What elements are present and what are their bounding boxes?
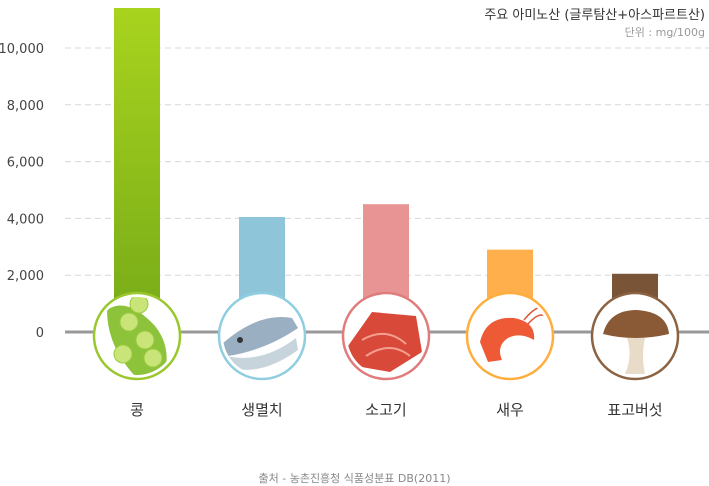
y-tick-label: 10,000	[0, 42, 44, 57]
y-tick-label: 8,000	[7, 99, 44, 114]
chart-title: 주요 아미노산 (글루탐산+아스파르트산)	[484, 8, 705, 23]
anchovy-fish-icon	[217, 291, 307, 381]
y-tick-label: 4,000	[7, 212, 44, 227]
x-tick-label: 생멸치	[241, 401, 282, 419]
x-tick-label: 새우	[496, 401, 524, 419]
x-tick-label: 소고기	[365, 401, 406, 419]
shrimp-icon	[465, 291, 555, 381]
y-tick-label: 6,000	[7, 156, 44, 171]
bar-1	[114, 8, 160, 332]
unit-label: 단위 : mg/100g	[624, 26, 705, 39]
shiitake-mushroom-icon	[590, 291, 680, 381]
y-tick-label: 2,000	[7, 269, 44, 284]
x-tick-label: 표고버섯	[607, 401, 662, 419]
beef-icon	[341, 291, 431, 381]
source-note: 출처 - 농촌진흥청 식품성분표 DB(2011)	[258, 472, 451, 485]
pea-pod-icon	[92, 291, 182, 381]
x-tick-label: 콩	[130, 401, 144, 419]
y-tick-label: 0	[36, 326, 44, 341]
